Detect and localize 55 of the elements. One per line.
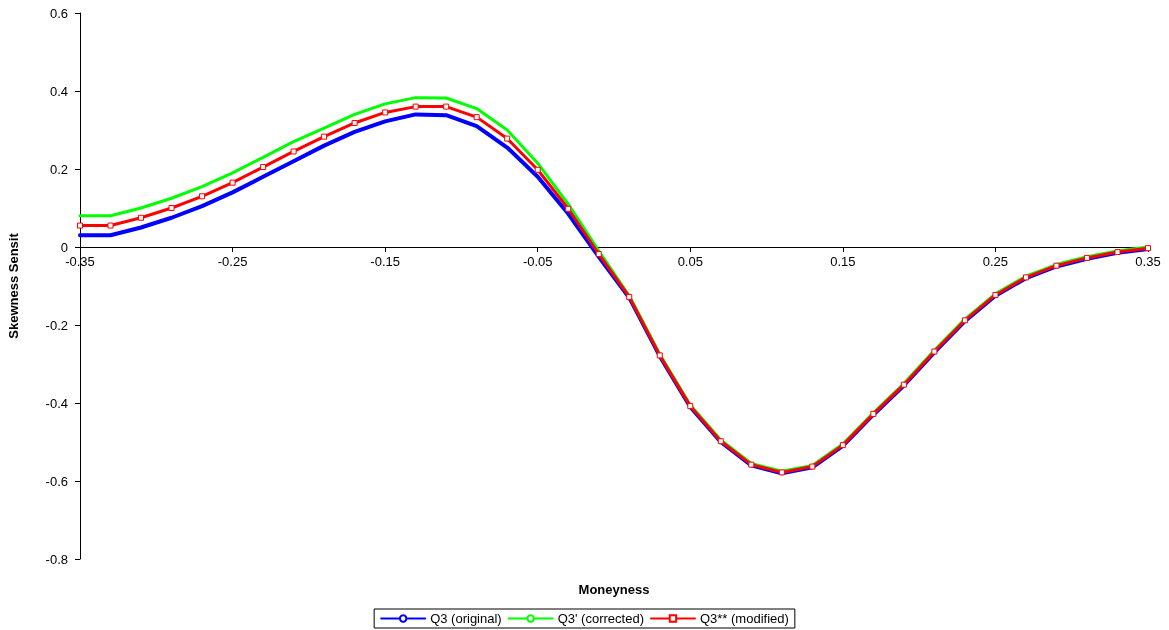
legend-label: Q3** (modified) [699,611,789,626]
point [1053,262,1060,269]
point [809,463,816,470]
point [656,352,663,359]
point [534,166,541,173]
point [473,114,480,121]
x-tick-label: 0.05 [677,254,703,269]
point [565,205,572,212]
point [717,438,724,445]
point [931,348,938,355]
point [626,293,633,300]
y-tick-label: 0.6 [49,5,68,21]
point [504,135,511,142]
point [748,461,755,468]
x-tick-label: -0.05 [522,254,553,269]
point [992,291,999,298]
legend-label: Q3 (original) [430,611,502,626]
y-tick-label: -0.6 [45,473,68,489]
y-tick-label: -0.2 [45,317,68,333]
point [870,410,877,417]
point [382,109,389,116]
point [778,469,785,476]
point [260,164,267,171]
point [77,222,83,229]
point [138,214,145,221]
y-tick-label: -0.4 [45,395,68,411]
point [595,251,602,258]
point [961,317,968,324]
y-axis-title: Skewness Sensit [6,232,21,339]
y-tick-label: -0.8 [45,551,68,567]
x-tick-label: -0.15 [370,254,400,269]
point [1083,254,1090,261]
x-tick-label: 0.35 [1135,254,1161,269]
point [290,148,297,155]
point [443,103,450,110]
y-tick-label: 0.2 [49,161,68,177]
x-axis-title: Moneyness [578,582,650,597]
point [839,442,846,449]
point [321,133,328,140]
x-tick-label: -0.25 [217,254,248,269]
y-tick-label: 0 [60,239,68,255]
point [351,119,358,126]
point [199,193,206,200]
point [168,205,175,211]
point [107,222,114,229]
point [1022,274,1029,281]
point [229,179,236,186]
y-tick-label: 0.4 [49,83,68,99]
point [412,103,419,110]
point [687,403,694,410]
x-tick-label: 0.15 [830,254,856,269]
legend-label: Q3' (corrected) [557,611,644,626]
x-tick-label: 0.25 [982,254,1009,269]
point [900,381,907,388]
point [1114,249,1121,256]
